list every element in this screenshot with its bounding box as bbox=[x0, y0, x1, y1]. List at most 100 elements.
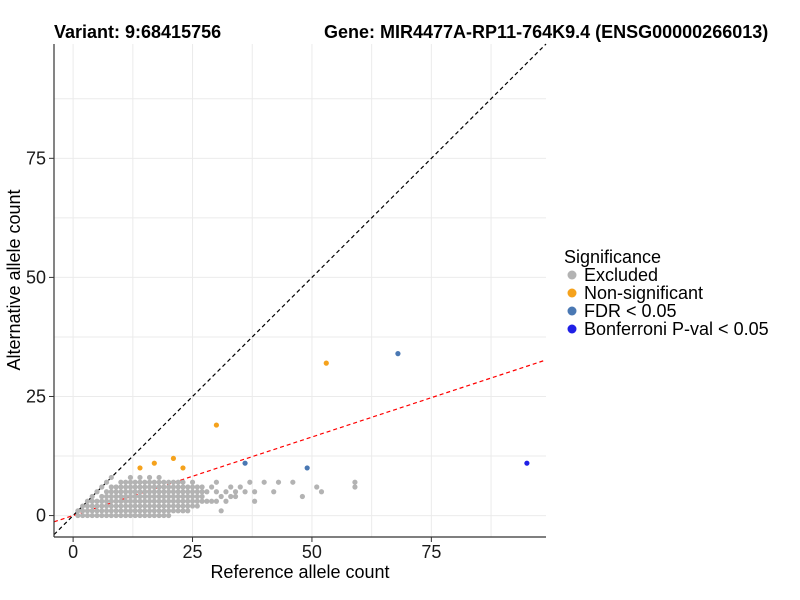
x-axis-title: Reference allele count bbox=[210, 562, 389, 582]
point-excluded bbox=[99, 498, 105, 504]
point-excluded bbox=[180, 508, 186, 514]
point-excluded bbox=[314, 484, 320, 490]
point-excluded bbox=[180, 484, 186, 490]
point-excluded bbox=[89, 503, 95, 509]
point-excluded bbox=[89, 508, 95, 514]
point-excluded bbox=[180, 489, 186, 495]
legend-label: Non-significant bbox=[584, 283, 703, 303]
point-excluded bbox=[170, 489, 177, 495]
point-excluded bbox=[118, 503, 124, 509]
point-excluded bbox=[247, 479, 253, 485]
point-excluded bbox=[199, 498, 205, 504]
point-bonferroni-p-val-0-05 bbox=[524, 460, 530, 466]
point-excluded bbox=[318, 489, 325, 495]
point-excluded bbox=[228, 484, 234, 490]
point-excluded bbox=[175, 489, 181, 495]
point-excluded bbox=[137, 479, 143, 485]
point-excluded bbox=[103, 493, 110, 500]
point-excluded bbox=[108, 484, 114, 490]
point-excluded bbox=[194, 484, 200, 490]
point-excluded bbox=[223, 498, 229, 504]
point-non-significant bbox=[137, 465, 143, 471]
point-excluded bbox=[113, 503, 119, 509]
point-excluded bbox=[166, 503, 172, 509]
point-excluded bbox=[132, 493, 138, 500]
point-excluded bbox=[103, 503, 110, 509]
point-excluded bbox=[94, 498, 100, 504]
point-excluded bbox=[228, 493, 234, 500]
point-excluded bbox=[113, 512, 119, 519]
point-excluded bbox=[118, 479, 124, 485]
point-excluded bbox=[156, 503, 162, 509]
point-excluded bbox=[166, 479, 172, 485]
point-excluded bbox=[89, 498, 95, 504]
point-excluded bbox=[75, 508, 81, 514]
point-excluded bbox=[218, 493, 224, 500]
point-excluded bbox=[123, 489, 129, 495]
point-excluded bbox=[161, 508, 167, 514]
point-excluded bbox=[146, 493, 153, 500]
point-non-significant bbox=[170, 455, 177, 462]
point-excluded bbox=[161, 484, 167, 490]
point-excluded bbox=[185, 498, 191, 504]
point-excluded bbox=[161, 493, 167, 500]
point-excluded bbox=[137, 512, 143, 519]
point-excluded bbox=[132, 484, 138, 490]
point-excluded bbox=[151, 503, 157, 509]
point-excluded bbox=[175, 493, 181, 500]
point-excluded bbox=[151, 512, 157, 519]
point-excluded bbox=[132, 498, 138, 504]
point-excluded bbox=[118, 484, 124, 490]
legend: Significance ExcludedNon-significantFDR … bbox=[564, 247, 769, 339]
point-excluded bbox=[185, 493, 191, 500]
point-excluded bbox=[199, 493, 205, 500]
point-excluded bbox=[103, 498, 110, 504]
point-excluded bbox=[180, 498, 186, 504]
point-excluded bbox=[137, 484, 143, 490]
point-excluded bbox=[146, 489, 153, 495]
point-excluded bbox=[132, 479, 138, 485]
point-excluded bbox=[213, 479, 220, 485]
point-excluded bbox=[142, 508, 148, 514]
point-excluded bbox=[118, 508, 124, 514]
legend-label: FDR < 0.05 bbox=[584, 301, 677, 321]
point-excluded bbox=[84, 498, 91, 504]
point-excluded bbox=[170, 479, 177, 485]
point-excluded bbox=[142, 493, 148, 500]
point-excluded bbox=[189, 493, 196, 500]
point-excluded bbox=[99, 484, 105, 490]
point-excluded bbox=[146, 484, 153, 490]
point-excluded bbox=[123, 498, 129, 504]
point-excluded bbox=[127, 479, 134, 485]
point-excluded bbox=[127, 508, 134, 514]
point-excluded bbox=[80, 503, 86, 509]
point-excluded bbox=[170, 503, 177, 509]
legend-title: Significance bbox=[564, 247, 661, 267]
point-excluded bbox=[108, 512, 114, 519]
point-excluded bbox=[132, 489, 138, 495]
point-fdr-0-05 bbox=[242, 460, 248, 466]
point-excluded bbox=[156, 474, 162, 481]
data-points bbox=[75, 351, 530, 519]
point-excluded bbox=[146, 498, 153, 504]
point-excluded bbox=[275, 479, 282, 485]
y-axis-title: Alternative allele count bbox=[4, 189, 24, 370]
legend-key bbox=[567, 306, 577, 316]
point-excluded bbox=[99, 508, 105, 514]
point-excluded bbox=[252, 498, 258, 504]
point-excluded bbox=[108, 503, 114, 509]
point-excluded bbox=[146, 512, 153, 519]
point-excluded bbox=[151, 479, 157, 485]
point-excluded bbox=[84, 503, 91, 509]
point-excluded bbox=[209, 484, 215, 490]
point-excluded bbox=[156, 512, 162, 519]
point-fdr-0-05 bbox=[395, 351, 401, 357]
point-excluded bbox=[185, 484, 191, 490]
point-excluded bbox=[185, 503, 191, 509]
point-excluded bbox=[170, 484, 177, 490]
point-excluded bbox=[237, 484, 243, 490]
point-excluded bbox=[80, 508, 86, 514]
point-fdr-0-05 bbox=[304, 465, 310, 471]
point-excluded bbox=[290, 479, 296, 485]
